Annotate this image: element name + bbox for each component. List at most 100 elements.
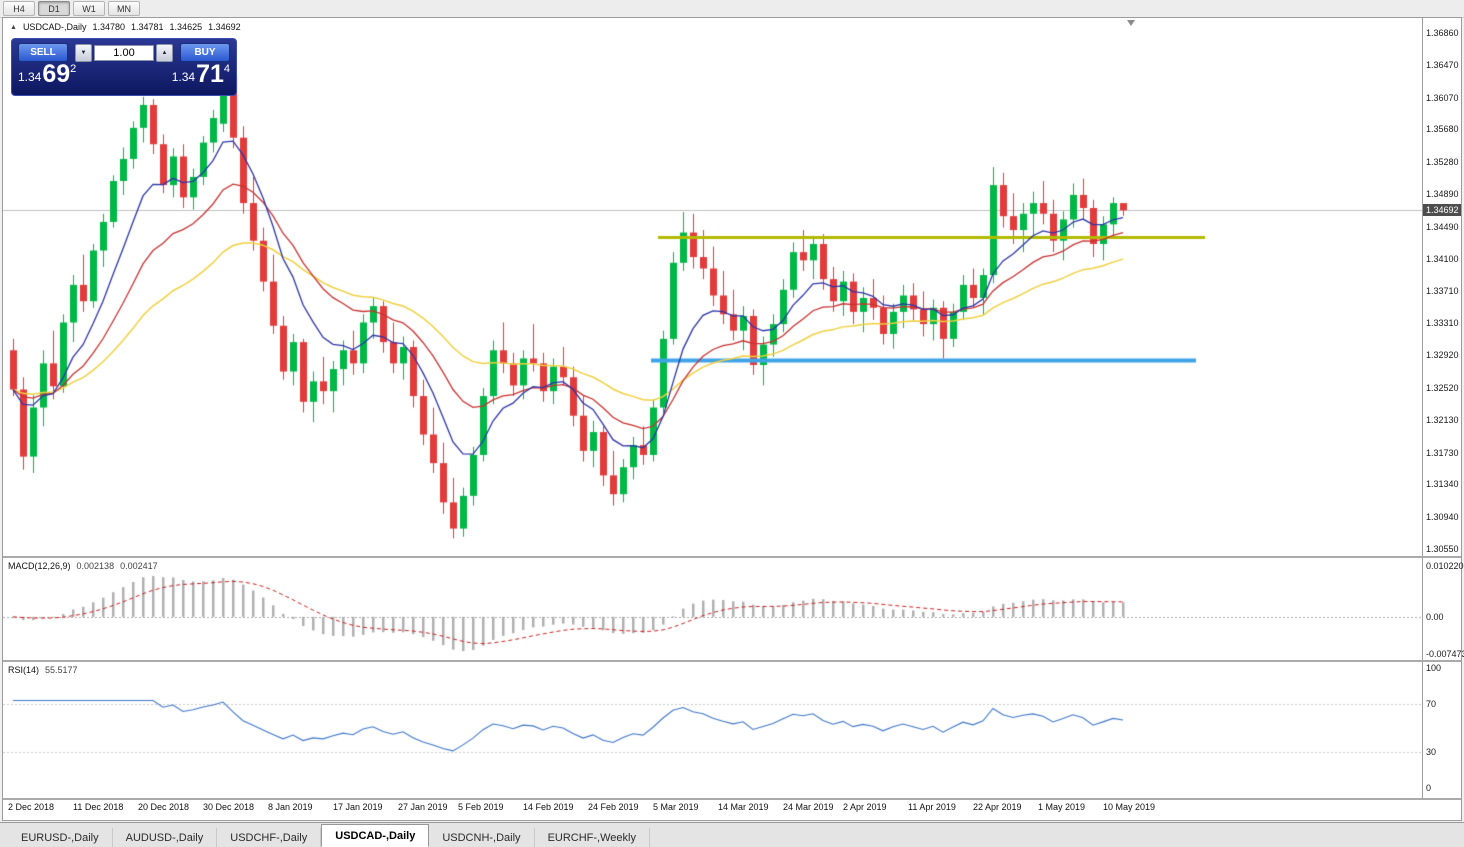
timeframe-button-mn[interactable]: MN [108,1,140,16]
current-price-badge: 1.34692 [1423,204,1461,217]
main-chart-pane: 1.36860 1.36470 1.36070 1.35680 1.35280 1.348… [3,18,1461,556]
price-scale-label: 1.34100 [1426,253,1459,264]
spinner-up-icon: ▲ [161,49,168,56]
price-scale-label: 1.36860 [1426,28,1459,38]
quote-prices: 1.34 69 2 1.34 71 4 [18,60,230,88]
rsi-pane: 100 70 30 0 RSI(14) 55.5177 [3,662,1461,798]
volume-increase-button[interactable]: ▲ [156,43,173,62]
price-scale-label: 1.34490 [1426,221,1459,232]
ohlc-low: 1.34625 [169,22,203,32]
buy-price: 1.34 71 4 [171,60,230,88]
one-click-collapse-icon[interactable]: ▲ [10,23,17,31]
timeframe-toolbar: H4 D1 W1 MN [0,0,1464,18]
date-axis-label: 5 Mar 2019 [653,802,699,812]
rsi-canvas[interactable] [3,662,1423,798]
chart-tab-usdchf-daily[interactable]: USDCHF-,Daily [217,828,322,847]
chart-title: ▲ USDCAD-,Daily 1.34780 1.34781 1.34625 … [10,22,241,32]
chart-tab-eurusd-daily[interactable]: EURUSD-,Daily [8,828,113,847]
volume-decrease-button[interactable]: ▼ [75,43,92,62]
price-scale-label: 1.35680 [1426,124,1459,135]
rsi-scale-label: 0 [1426,783,1432,793]
chart-symbol-label: USDCAD-,Daily [22,22,87,32]
rsi-scale-label: 30 [1426,747,1437,757]
date-axis-label: 27 Jan 2019 [398,802,448,812]
one-click-trading-panel: SELL ▼ ▲ BUY 1.34 69 2 1.34 [11,38,237,96]
timeframe-button-h4[interactable]: H4 [3,1,35,16]
date-axis-label: 24 Mar 2019 [783,802,834,812]
sell-price-pips: 69 [42,60,71,88]
macd-scale-label: 0.010220 [1426,561,1464,571]
buy-price-prefix: 1.34 [171,70,196,84]
price-scale-label: 1.32520 [1426,382,1459,393]
price-scale-label: 1.32130 [1426,414,1459,425]
price-scale-label: 1.35280 [1426,157,1459,168]
date-axis-label: 14 Feb 2019 [523,802,574,812]
pane-divider[interactable] [3,660,1461,662]
volume-control: ▼ ▲ [75,43,173,62]
pane-divider[interactable] [3,556,1461,558]
macd-pane: 0.010220 0.00 -0.007473 MACD(12,26,9) 0.00… [3,558,1464,660]
price-scale-label: 1.31730 [1426,447,1459,458]
price-scale[interactable]: 1.36860 1.36470 1.36070 1.35680 1.35280 1.348… [1422,18,1461,556]
ohlc-high: 1.34781 [131,22,164,32]
macd-canvas[interactable] [3,558,1423,660]
rsi-label: RSI(14) 55.5177 [8,665,78,675]
date-axis-label: 8 Jan 2019 [268,802,313,812]
chart-tab-eurchf-weekly[interactable]: EURCHF-,Weekly [535,828,650,847]
ohlc-close: 1.34692 [208,22,241,32]
buy-button[interactable]: BUY [180,43,230,62]
macd-main-value: 0.002138 [76,561,115,571]
rsi-scale-label: 70 [1426,699,1437,709]
chart-tab-usdcnh-daily[interactable]: USDCNH-,Daily [429,828,535,847]
macd-scale[interactable]: 0.010220 0.00 -0.007473 [1422,558,1464,660]
chart-window: 1.36860 1.36470 1.36070 1.35680 1.35280 1.348… [2,17,1464,821]
price-scale-label: 1.36470 [1426,59,1459,70]
date-axis-label: 30 Dec 2018 [203,802,255,812]
price-chart-canvas[interactable] [3,18,1423,556]
macd-label: MACD(12,26,9) 0.002138 0.002417 [8,561,158,571]
timeframe-button-w1[interactable]: W1 [73,1,105,16]
chart-tab-usdcad-daily[interactable]: USDCAD-,Daily [321,824,430,847]
chart-shift-marker-icon[interactable] [1127,20,1135,26]
chart-tabs-bar: EURUSD-,Daily AUDUSD-,Daily USDCHF-,Daily U… [0,822,1464,847]
timeframe-button-d1[interactable]: D1 [38,1,70,16]
chart-tab-audusd-daily[interactable]: AUDUSD-,Daily [113,828,218,847]
buy-price-pipette: 4 [223,63,230,75]
macd-scale-label: -0.007473 [1426,649,1464,659]
date-axis-label: 20 Dec 2018 [138,802,190,812]
date-axis-label: 24 Feb 2019 [588,802,639,812]
price-scale-label: 1.30550 [1426,544,1459,554]
price-scale-label: 1.34890 [1426,189,1459,200]
date-axis-label: 11 Dec 2018 [73,802,124,812]
date-axis-label: 22 Apr 2019 [973,802,1022,812]
price-scale-label: 1.33310 [1426,318,1459,329]
volume-input[interactable] [94,44,154,61]
sell-price-prefix: 1.34 [18,70,42,84]
macd-signal-value: 0.002417 [120,561,158,571]
rsi-value: 55.5177 [45,665,78,675]
spinner-down-icon: ▼ [80,49,87,56]
macd-name: MACD(12,26,9) [8,561,71,571]
price-scale-label: 1.31340 [1426,479,1459,490]
date-axis-label: 17 Jan 2019 [333,802,383,812]
buy-price-pips: 71 [196,60,224,88]
one-click-controls: SELL ▼ ▲ BUY [18,43,230,62]
ohlc-open: 1.34780 [92,22,125,32]
rsi-scale-label: 100 [1426,663,1442,673]
sell-button[interactable]: SELL [18,43,68,62]
date-axis-label: 11 Apr 2019 [908,802,956,812]
date-axis-label: 1 May 2019 [1038,802,1086,812]
price-scale-label: 1.30940 [1426,512,1459,523]
pane-divider[interactable] [3,798,1461,800]
rsi-name: RSI(14) [8,665,40,675]
sell-price-pipette: 2 [70,63,77,75]
date-axis-label: 14 Mar 2019 [718,802,769,812]
sell-price: 1.34 69 2 [18,60,77,88]
rsi-scale[interactable]: 100 70 30 0 [1422,662,1461,798]
price-scale-label: 1.36070 [1426,92,1459,103]
date-axis[interactable]: 2 Dec 2018 11 Dec 2018 20 Dec 2018 30 Dec 2… [3,800,1461,816]
price-scale-label: 1.33710 [1426,285,1459,296]
macd-scale-label: 0.00 [1426,611,1444,622]
date-axis-label: 5 Feb 2019 [458,802,504,812]
price-scale-label: 1.32920 [1426,350,1459,361]
